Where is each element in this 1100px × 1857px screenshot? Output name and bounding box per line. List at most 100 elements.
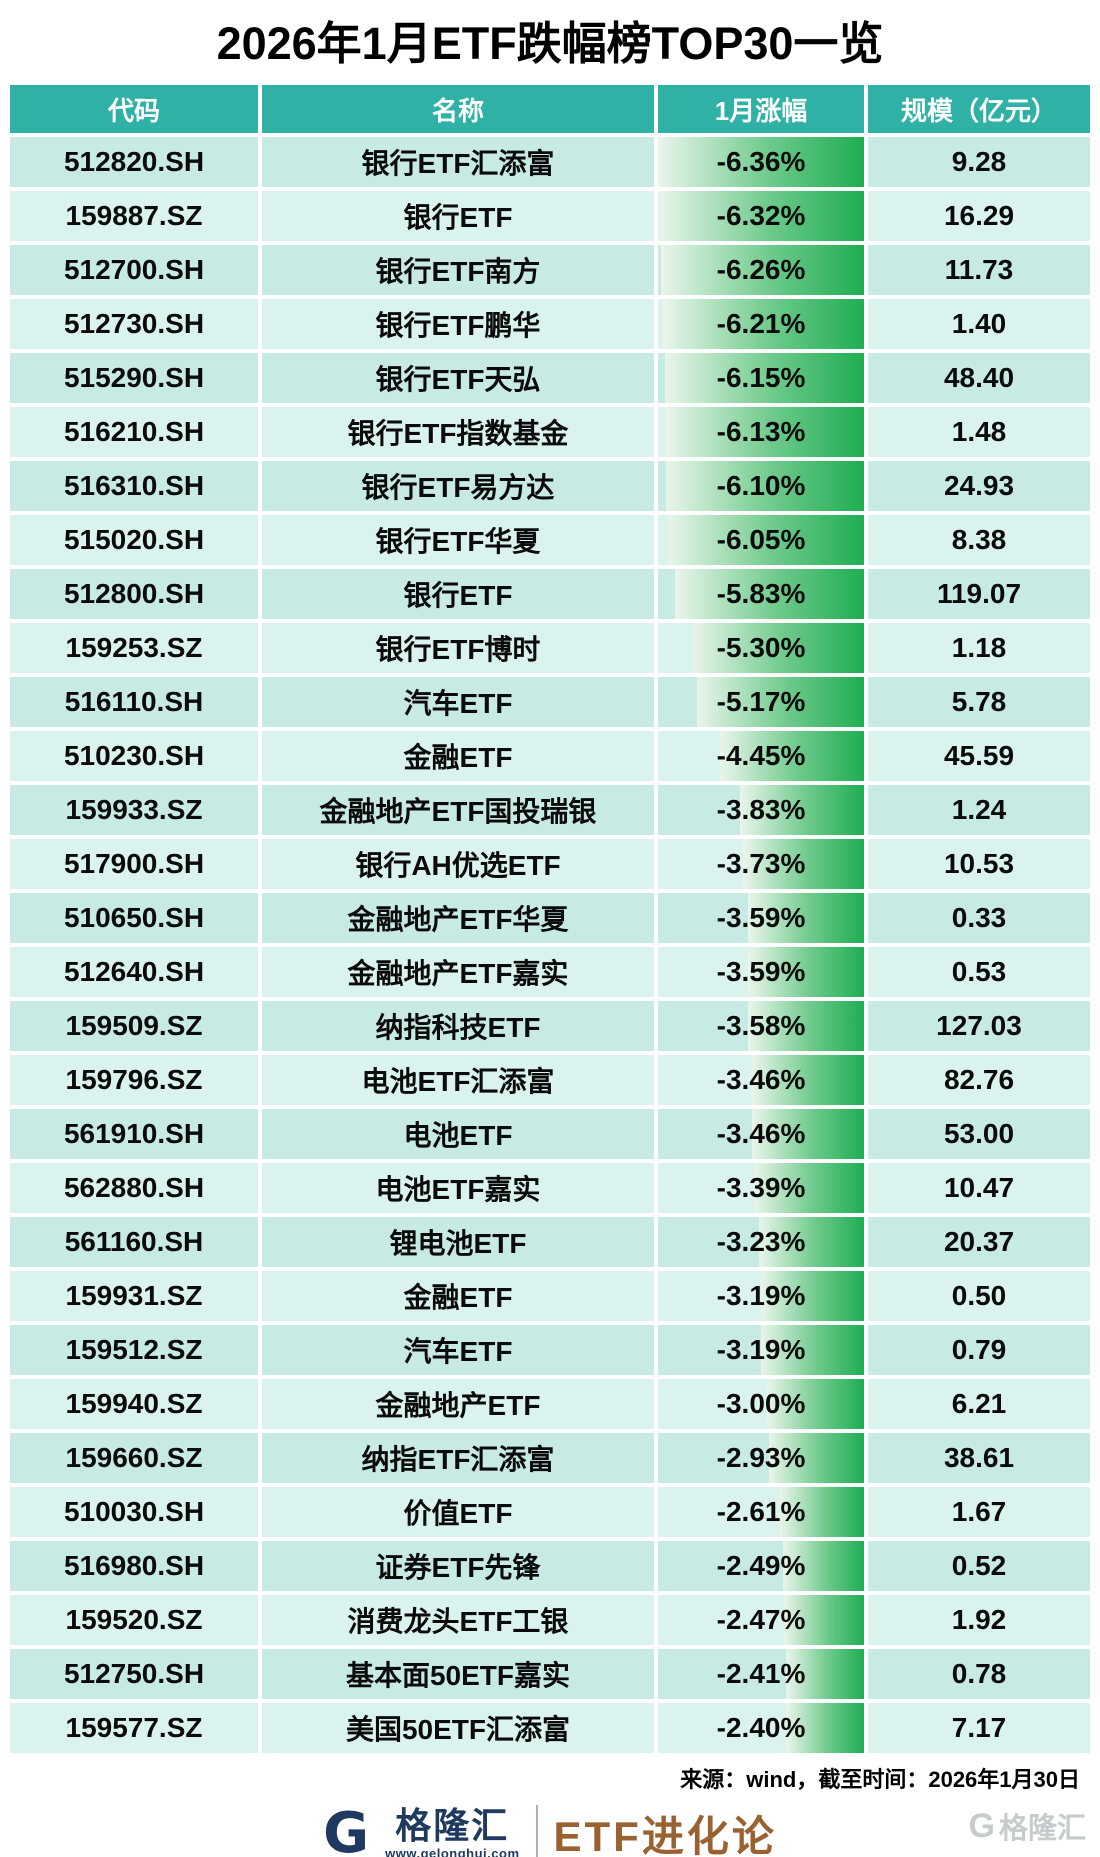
etf-code: 561910.SH [10,1109,258,1160]
etf-name: 金融地产ETF [262,1379,654,1430]
brand-label: ETF进化论 [553,1813,777,1857]
etf-scale: 38.61 [868,1433,1090,1484]
etf-scale: 1.48 [868,407,1090,458]
gelonghui-logo-icon: G [323,1800,370,1857]
etf-name: 银行ETF天弘 [262,353,654,404]
etf-name: 金融地产ETF嘉实 [262,947,654,998]
change-bar [747,893,864,944]
change-bar [751,1055,864,1106]
brand-name: 格隆汇 [395,1805,510,1847]
etf-change-cell: -2.61% [658,1487,864,1538]
change-bar [759,1217,864,1268]
etf-name: 银行ETF [262,191,654,242]
etf-scale: 0.79 [868,1325,1090,1376]
etf-change-cell: -2.41% [658,1649,864,1700]
etf-change-value: -3.83% [716,794,806,826]
etf-change-cell: -3.23% [658,1217,864,1268]
etf-code: 510030.SH [10,1487,258,1538]
etf-change-cell: -3.59% [658,947,864,998]
change-bar [696,677,864,728]
brand-bar: G 格隆汇 www.gelonghui.com ETF进化论 [0,1803,1100,1857]
etf-change-cell: -3.83% [658,785,864,836]
etf-change-value: -3.19% [716,1334,806,1366]
etf-scale: 7.17 [868,1703,1090,1754]
etf-change-cell: -2.93% [658,1433,864,1484]
etf-change-cell: -5.83% [658,569,864,620]
etf-change-value: -4.45% [716,740,806,772]
etf-change-cell: -6.21% [658,299,864,350]
change-bar [779,1487,864,1538]
etf-code: 159509.SZ [10,1001,258,1052]
etf-code: 159940.SZ [10,1379,258,1430]
etf-scale: 119.07 [868,569,1090,620]
etf-scale: 1.24 [868,785,1090,836]
etf-change-cell: -6.05% [658,515,864,566]
etf-name: 美国50ETF汇添富 [262,1703,654,1754]
etf-table: 代码 名称 1月涨幅 规模（亿元） 512820.SH 银行ETF汇添富 -6.… [10,85,1090,1754]
change-bar [784,1595,864,1646]
etf-name: 银行AH优选ETF [262,839,654,890]
change-bar [754,1163,864,1214]
etf-change-cell: -2.47% [658,1595,864,1646]
etf-change-value: -3.00% [716,1388,806,1420]
etf-scale: 1.92 [868,1595,1090,1646]
etf-code: 512750.SH [10,1649,258,1700]
etf-change-value: -2.49% [716,1550,806,1582]
etf-scale: 0.33 [868,893,1090,944]
column-header-change: 1月涨幅 [658,85,864,134]
etf-scale: 8.38 [868,515,1090,566]
brand-text-block: 格隆汇 www.gelonghui.com [385,1807,519,1857]
etf-scale: 16.29 [868,191,1090,242]
etf-change-value: -6.15% [716,362,806,394]
watermark: G 格隆汇 [969,1805,1086,1847]
etf-code: 515290.SH [10,353,258,404]
etf-change-value: -2.93% [716,1442,806,1474]
etf-change-value: -6.05% [716,524,806,556]
etf-name: 银行ETF汇添富 [262,137,654,188]
etf-scale: 10.47 [868,1163,1090,1214]
etf-name: 锂电池ETF [262,1217,654,1268]
change-bar [760,1271,864,1322]
etf-name: 金融ETF [262,731,654,782]
etf-code: 159660.SZ [10,1433,258,1484]
etf-code: 515020.SH [10,515,258,566]
change-bar [748,1001,864,1052]
column-header-name: 名称 [262,85,654,134]
etf-scale: 6.21 [868,1379,1090,1430]
change-bar [783,1541,864,1592]
etf-change-cell: -2.49% [658,1541,864,1592]
etf-change-cell: -3.59% [658,893,864,944]
etf-change-value: -3.19% [716,1280,806,1312]
etf-change-cell: -6.32% [658,191,864,242]
etf-change-cell: -6.10% [658,461,864,512]
etf-change-value: -2.41% [716,1658,806,1690]
etf-name: 纳指ETF汇添富 [262,1433,654,1484]
etf-name: 电池ETF汇添富 [262,1055,654,1106]
etf-change-cell: -6.26% [658,245,864,296]
etf-change-value: -5.17% [716,686,806,718]
etf-name: 证券ETF先锋 [262,1541,654,1592]
etf-change-cell: -6.36% [658,137,864,188]
etf-code: 561160.SH [10,1217,258,1268]
etf-code: 510650.SH [10,893,258,944]
etf-scale: 1.18 [868,623,1090,674]
etf-scale: 24.93 [868,461,1090,512]
etf-code: 516110.SH [10,677,258,728]
change-bar [664,353,864,404]
etf-change-cell: -3.46% [658,1109,864,1160]
etf-code: 159512.SZ [10,1325,258,1376]
etf-name: 银行ETF南方 [262,245,654,296]
etf-change-cell: -6.15% [658,353,864,404]
change-bar [743,839,864,890]
change-bar [665,407,864,458]
etf-change-value: -6.10% [716,470,806,502]
etf-name: 金融地产ETF国投瑞银 [262,785,654,836]
etf-change-cell: -3.73% [658,839,864,890]
etf-change-value: -3.73% [716,848,806,880]
etf-change-value: -6.32% [716,200,806,232]
etf-change-value: -3.23% [716,1226,806,1258]
etf-code: 516210.SH [10,407,258,458]
etf-code: 159887.SZ [10,191,258,242]
watermark-g-icon: G [968,1806,995,1845]
etf-change-value: -6.21% [716,308,806,340]
